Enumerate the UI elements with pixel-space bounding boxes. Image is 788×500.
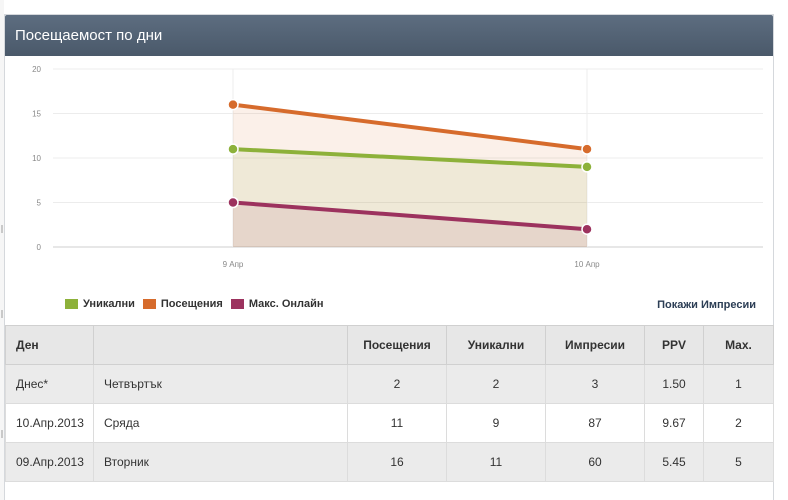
data-point bbox=[581, 223, 593, 235]
cell-unique: 2 bbox=[446, 364, 546, 404]
data-point bbox=[227, 143, 239, 155]
data-point bbox=[227, 98, 239, 111]
table-header-row: Ден Посещения Уникални Импресии PPV Max. bbox=[5, 325, 774, 365]
legend-label-visits: Посещения bbox=[160, 298, 223, 310]
legend-item-max-online[interactable]: Макс. Онлайн bbox=[230, 298, 324, 310]
panel-header: Посещаемост по дни bbox=[5, 15, 773, 56]
legend-swatch-visits bbox=[142, 299, 156, 309]
cell-weekday: Сряда bbox=[93, 403, 348, 443]
series-line bbox=[231, 200, 589, 232]
cell-visits: 11 bbox=[347, 403, 447, 443]
col-header-visits[interactable]: Посещения bbox=[347, 325, 447, 365]
table-row: Днес* Четвъртък 2 2 3 1.50 1 bbox=[5, 364, 774, 404]
cell-impressions: 87 bbox=[545, 403, 645, 443]
cell-day: 09.Апр.2013 bbox=[5, 442, 94, 482]
legend-swatch-max-online bbox=[230, 299, 244, 309]
y-tick-label: 5 bbox=[37, 199, 42, 208]
table-row: 10.Апр.2013 Сряда 11 9 87 9.67 2 bbox=[5, 403, 774, 443]
y-tick-label: 20 bbox=[32, 65, 41, 74]
data-point bbox=[227, 196, 239, 209]
cell-impressions: 3 bbox=[545, 364, 645, 404]
col-header-ppv[interactable]: PPV bbox=[644, 325, 704, 365]
visits-panel: Посещаемост по дни 0 5 10 15 20 9 Апр 10 Апр У… bbox=[4, 14, 774, 500]
cell-max: 1 bbox=[703, 364, 774, 404]
cell-ppv: 1.50 bbox=[644, 364, 704, 404]
legend-item-visits[interactable]: Посещения bbox=[142, 298, 223, 310]
cell-weekday: Вторник bbox=[93, 442, 348, 482]
data-point bbox=[581, 161, 593, 173]
cell-unique: 9 bbox=[446, 403, 546, 443]
legend-item-unique[interactable]: Уникални bbox=[65, 298, 135, 310]
x-tick-label: 9 Апр bbox=[223, 260, 244, 269]
series-line bbox=[231, 147, 589, 169]
legend-swatch-unique bbox=[65, 299, 78, 309]
cell-max: 2 bbox=[703, 403, 774, 443]
cell-max: 5 bbox=[703, 442, 774, 482]
chart-legend: Уникални Посещения Макс. Онлайн bbox=[65, 298, 332, 310]
y-tick-label: 10 bbox=[32, 154, 41, 163]
series-area bbox=[233, 104, 587, 247]
cell-visits: 16 bbox=[347, 442, 447, 482]
cell-ppv: 9.67 bbox=[644, 403, 704, 443]
cell-ppv: 5.45 bbox=[644, 442, 704, 482]
legend-label-unique: Уникални bbox=[83, 298, 135, 310]
data-point bbox=[581, 143, 593, 155]
col-header-impressions[interactable]: Импресии bbox=[545, 325, 645, 365]
cell-visits: 2 bbox=[347, 364, 447, 404]
cell-day: 10.Апр.2013 bbox=[5, 403, 94, 443]
panel-title: Посещаемост по дни bbox=[15, 27, 163, 44]
x-tick-label: 10 Апр bbox=[574, 260, 600, 269]
visits-table: Ден Посещения Уникални Импресии PPV Max.… bbox=[5, 325, 774, 482]
left-edge bbox=[0, 0, 4, 500]
table-row: 09.Апр.2013 Вторник 16 11 60 5.45 5 bbox=[5, 442, 774, 482]
col-header-max[interactable]: Max. bbox=[703, 325, 774, 365]
series-area bbox=[233, 202, 587, 247]
col-header-day[interactable]: Ден bbox=[5, 325, 94, 365]
y-tick-label: 15 bbox=[32, 110, 41, 119]
cell-day: Днес* bbox=[5, 364, 94, 404]
cell-unique: 11 bbox=[446, 442, 546, 482]
visits-chart: 0 5 10 15 20 9 Апр 10 Апр bbox=[32, 65, 763, 269]
col-header-weekday bbox=[93, 325, 348, 365]
col-header-unique[interactable]: Уникални bbox=[446, 325, 546, 365]
legend-label-max-online: Макс. Онлайн bbox=[248, 298, 324, 310]
series-line bbox=[231, 102, 589, 152]
cell-impressions: 60 bbox=[545, 442, 645, 482]
y-tick-label: 0 bbox=[37, 243, 42, 252]
show-impressions-link[interactable]: Покажи Импресии bbox=[657, 299, 756, 311]
cell-weekday: Четвъртък bbox=[93, 364, 348, 404]
